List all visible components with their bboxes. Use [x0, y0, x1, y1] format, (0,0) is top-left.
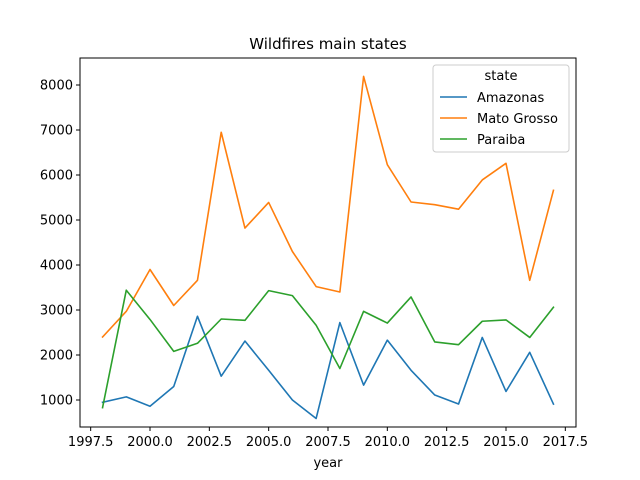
- y-tick-label: 6000: [40, 169, 73, 184]
- x-tick-label: 2005.0: [246, 435, 292, 450]
- legend-label-paraiba: Paraiba: [477, 133, 525, 148]
- series-line-amazonas: [101, 315, 555, 420]
- y-tick-label: 7000: [40, 124, 73, 139]
- y-tick-label: 8000: [40, 79, 73, 94]
- x-tick-label: 2010.0: [365, 435, 411, 450]
- x-tick-label: 2000.0: [127, 435, 173, 450]
- x-tick-label: 1997.5: [68, 435, 114, 450]
- x-tick-label: 2002.5: [187, 435, 233, 450]
- y-tick-label: 4000: [40, 259, 73, 274]
- x-tick-label: 2012.5: [424, 435, 470, 450]
- chart-title: Wildfires main states: [249, 35, 407, 53]
- legend-entries: Amazonas Mato Grosso Paraiba: [440, 91, 558, 148]
- legend-box: [432, 64, 570, 153]
- y-axis: 1000 2000 3000 4000 5000 6000 7000 8000: [40, 79, 80, 409]
- x-axis-label: year: [313, 456, 343, 471]
- y-tick-label: 5000: [40, 214, 73, 229]
- legend-label-mato-grosso: Mato Grosso: [477, 112, 558, 127]
- series-line-paraiba: [101, 289, 555, 409]
- y-tick-label: 3000: [40, 304, 73, 319]
- legend-label-amazonas: Amazonas: [477, 91, 545, 106]
- x-tick-label: 2017.5: [543, 435, 589, 450]
- y-tick-label: 2000: [40, 349, 73, 364]
- legend-title: state: [485, 69, 518, 84]
- x-tick-label: 2007.5: [305, 435, 351, 450]
- plot-lines: [101, 75, 555, 420]
- legend: state Amazonas Mato Grosso Paraiba: [432, 64, 570, 153]
- x-tick-label: 2015.0: [483, 435, 529, 450]
- y-tick-label: 1000: [40, 394, 73, 409]
- series-line-mato-grosso: [101, 75, 555, 339]
- x-axis: 1997.5 2000.0 2002.5 2005.0 2007.5 2010.0 2012…: [68, 427, 588, 450]
